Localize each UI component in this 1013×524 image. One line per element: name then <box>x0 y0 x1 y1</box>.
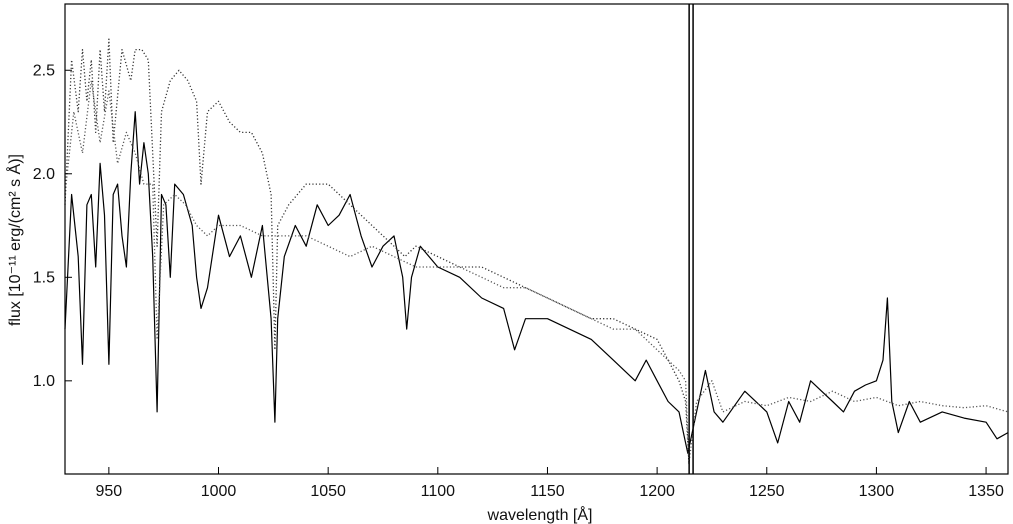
x-tick-label-950: 950 <box>96 483 123 500</box>
y-tick-label-0: 1.0 <box>33 373 55 390</box>
y-tick-label-1: 1.5 <box>33 269 55 286</box>
x-tick-label-1250: 1250 <box>749 483 785 500</box>
y-axis-label: flux [10⁻¹¹ erg/(cm² s Å)] <box>5 154 24 326</box>
y-tick-label-3: 2.5 <box>33 62 55 79</box>
series-line-1 <box>64 111 1009 454</box>
x-tick-label-1000: 1000 <box>201 483 237 500</box>
tick-layer: 950 1000 1050 1100 1150 1200 1250 1300 1350 1.0 1.… <box>33 62 1004 500</box>
x-tick-label-1100: 1100 <box>421 483 456 500</box>
series-line-3 <box>64 79 1009 465</box>
series-line-2 <box>64 38 690 464</box>
x-tick-label-1350: 1350 <box>968 483 1004 500</box>
x-tick-label-1300: 1300 <box>859 483 895 500</box>
series-layer <box>64 38 1009 465</box>
y-tick-label-2: 2.0 <box>33 166 55 183</box>
x-tick-label-1200: 1200 <box>639 483 675 500</box>
x-tick-label-1150: 1150 <box>530 483 565 500</box>
x-axis-label: wavelength [Å] <box>487 505 593 524</box>
x-tick-label-1050: 1050 <box>310 483 346 500</box>
lyman-alpha-markers <box>688 4 694 474</box>
plot-frame <box>64 3 1009 475</box>
